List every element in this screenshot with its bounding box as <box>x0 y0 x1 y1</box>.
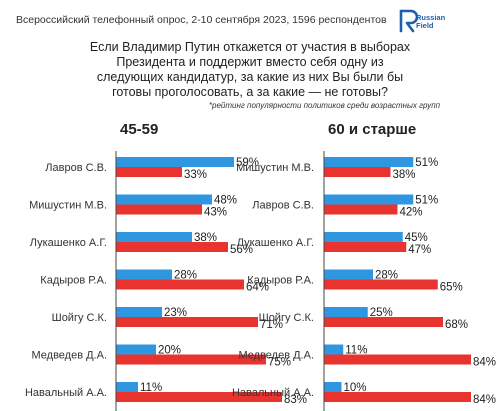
ready-value-label: 23% <box>164 307 187 319</box>
not-ready-bar <box>324 204 398 215</box>
not-ready-value-label: 84% <box>473 357 496 369</box>
not-ready-bar <box>324 392 471 402</box>
question-line: Президента и поддержит вместо себя одну … <box>116 55 384 69</box>
not-ready-bar <box>324 354 471 365</box>
question-line: следующих кандидатур, за какие из них Вы… <box>96 70 404 84</box>
candidate-label: Лавров С.В. <box>252 200 314 212</box>
ready-value-label: 59% <box>236 157 259 169</box>
not-ready-bar <box>324 242 407 252</box>
not-ready-value-label: 64% <box>246 282 269 294</box>
logo-text-line1: Russian <box>416 13 446 22</box>
candidate-label: Мишустин М.В. <box>236 162 314 174</box>
not-ready-bar <box>324 279 438 290</box>
survey-question: Если Владимир Путин откажется от участия… <box>40 40 460 100</box>
ready-value-label: 28% <box>375 270 398 282</box>
ready-bar <box>324 157 414 167</box>
ready-bar <box>324 344 344 355</box>
question-line: готовы проголосовать, а за какие — не го… <box>112 85 388 99</box>
logo-text-line2: Field <box>416 21 434 30</box>
ready-value-label: 11% <box>345 345 367 357</box>
ready-bar <box>324 269 373 280</box>
ready-bar <box>116 307 162 317</box>
not-ready-value-label: 43% <box>204 207 227 219</box>
ready-bar <box>324 382 342 392</box>
ready-value-label: 25% <box>370 307 393 319</box>
group-title-60-plus: 60 и старше <box>328 121 417 138</box>
not-ready-value-label: 56% <box>230 244 253 256</box>
ready-value-label: 10% <box>344 382 367 394</box>
candidate-label: Кадыров Р.А. <box>40 275 107 287</box>
group-title-45-59: 45-59 <box>120 121 159 138</box>
ready-value-label: 45% <box>405 232 428 244</box>
candidate-label: Кадыров Р.А. <box>247 275 314 287</box>
ready-value-label: 38% <box>194 232 217 244</box>
ready-bar <box>324 194 414 205</box>
not-ready-bar <box>324 317 443 327</box>
not-ready-bar <box>116 242 228 252</box>
not-ready-bar <box>324 167 391 177</box>
not-ready-value-label: 75% <box>268 357 291 369</box>
footnote: *рейтинг популярности политиков среди во… <box>208 101 440 110</box>
candidate-label: Шойгу С.К. <box>52 312 107 324</box>
not-ready-value-label: 38% <box>393 169 416 181</box>
ready-bar <box>116 232 192 242</box>
ready-value-label: 28% <box>174 270 197 282</box>
not-ready-bar <box>116 279 244 290</box>
ready-value-label: 51% <box>415 195 438 207</box>
not-ready-bar <box>116 317 258 327</box>
candidate-label: Лавров С.В. <box>45 162 107 174</box>
ready-bar <box>116 269 172 280</box>
not-ready-value-label: 33% <box>184 169 207 181</box>
candidate-label: Медведев Д.А. <box>31 350 107 362</box>
candidate-label: Навальный А.А. <box>25 387 107 399</box>
not-ready-value-label: 68% <box>445 319 468 331</box>
ready-bar <box>324 232 403 242</box>
not-ready-bar <box>116 354 266 365</box>
not-ready-bar <box>116 204 202 215</box>
question-line: Если Владимир Путин откажется от участия… <box>89 40 411 54</box>
ready-value-label: 11% <box>140 382 162 394</box>
not-ready-bar <box>116 167 182 177</box>
candidate-label: Лукашенко А.Г. <box>237 237 314 249</box>
candidate-label: Лукашенко А.Г. <box>30 237 107 249</box>
russian-field-logo <box>399 9 419 33</box>
not-ready-value-label: 42% <box>400 207 423 219</box>
survey-header: Всероссийский телефонный опрос, 2-10 сен… <box>16 14 387 26</box>
ready-value-label: 48% <box>214 195 237 207</box>
candidate-label: Навальный А.А. <box>232 387 314 399</box>
not-ready-value-label: 65% <box>440 282 463 294</box>
ready-bar <box>116 194 212 205</box>
ready-bar <box>324 307 368 317</box>
ready-value-label: 20% <box>158 345 181 357</box>
logo-mark-icon <box>399 9 419 33</box>
not-ready-value-label: 71% <box>260 319 283 331</box>
not-ready-value-label: 47% <box>408 244 431 256</box>
not-ready-value-label: 83% <box>284 394 307 406</box>
ready-bar <box>116 382 138 392</box>
ready-value-label: 51% <box>415 157 438 169</box>
ready-bar <box>116 344 156 355</box>
candidate-label: Мишустин М.В. <box>29 200 107 212</box>
not-ready-value-label: 84% <box>473 394 496 406</box>
ready-bar <box>116 157 234 167</box>
candidate-label: Шойгу С.К. <box>259 312 314 324</box>
candidate-label: Медведев Д.А. <box>238 350 314 362</box>
not-ready-bar <box>116 392 282 402</box>
